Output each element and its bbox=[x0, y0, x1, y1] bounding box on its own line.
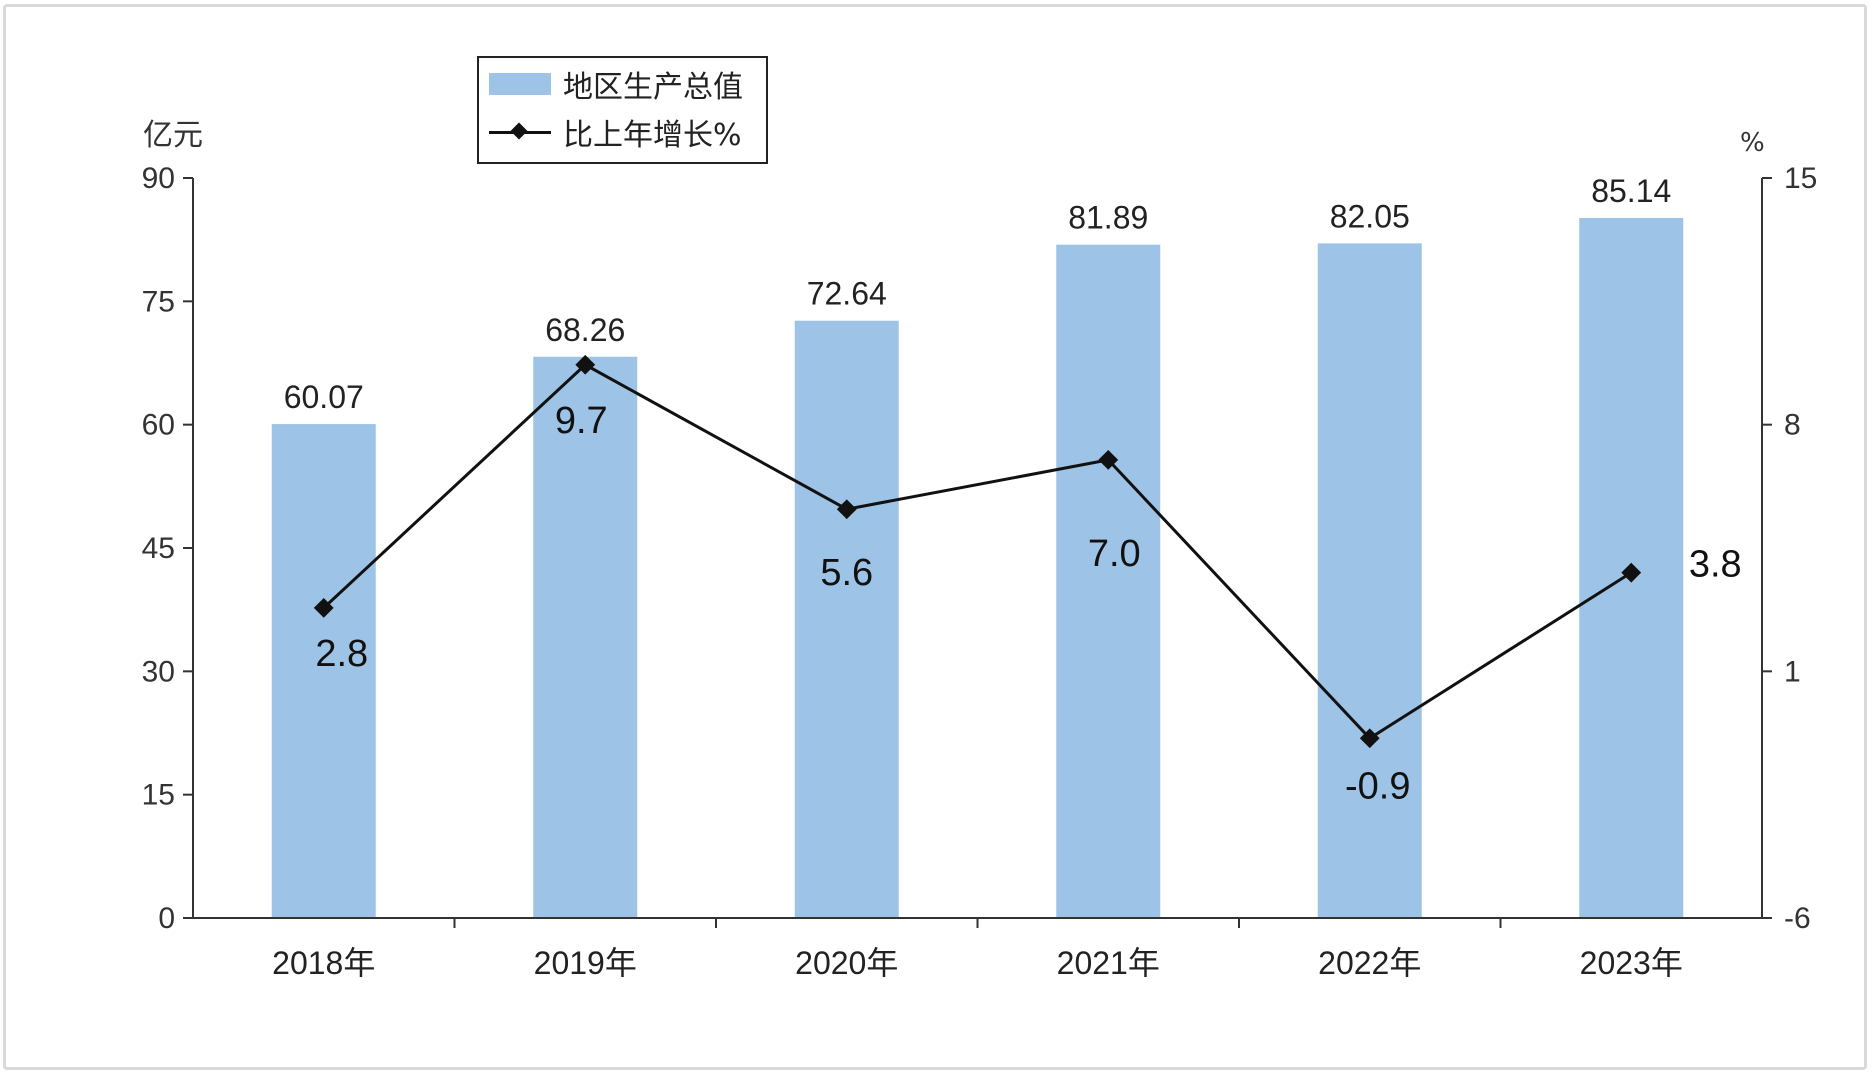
x-tick-label-2018年: 2018年 bbox=[272, 945, 375, 981]
y-left-tick-label: 75 bbox=[142, 285, 175, 318]
bar-value-label: 60.07 bbox=[284, 379, 364, 415]
growth-point-2018年 bbox=[313, 598, 334, 618]
y-right-tick-label: 8 bbox=[1784, 409, 1801, 442]
legend: 地区生产总值 比上年增长% bbox=[477, 56, 768, 164]
y-right-tick-label: 15 bbox=[1784, 162, 1817, 195]
y-left-tick-label: 90 bbox=[142, 162, 175, 195]
bar-value-label: 81.89 bbox=[1068, 200, 1148, 236]
legend-label-gdp: 地区生产总值 bbox=[563, 70, 743, 105]
bar-value-label: 68.26 bbox=[545, 312, 625, 348]
legend-line-swatch bbox=[489, 121, 551, 143]
chart-border bbox=[3, 4, 1867, 1070]
x-tick-label-2021年: 2021年 bbox=[1057, 945, 1160, 981]
legend-item-bar: 地区生产总值 bbox=[489, 64, 743, 105]
bar-2020年 bbox=[794, 320, 899, 918]
x-tick-label-2023年: 2023年 bbox=[1580, 945, 1683, 981]
legend-item-line: 比上年增长% bbox=[489, 112, 742, 153]
x-tick-label-2022年: 2022年 bbox=[1318, 945, 1421, 981]
growth-value-label: 7.0 bbox=[1088, 533, 1141, 575]
y-left-tick-label: 30 bbox=[142, 655, 175, 688]
bar-value-label: 82.05 bbox=[1330, 198, 1410, 234]
bar-2022年 bbox=[1317, 243, 1422, 918]
y-right-tick-label: -6 bbox=[1784, 902, 1811, 935]
bar-2021年 bbox=[1056, 244, 1161, 918]
growth-line bbox=[322, 362, 1633, 741]
bar-2019年 bbox=[533, 356, 638, 918]
bar-value-label: 72.64 bbox=[807, 276, 887, 312]
y-right-unit-label: % bbox=[1740, 128, 1765, 158]
growth-point-2021年 bbox=[1098, 450, 1119, 470]
growth-point-2022年 bbox=[1359, 728, 1380, 749]
growth-point-2019年 bbox=[575, 354, 596, 375]
growth-value-label: -0.9 bbox=[1345, 765, 1410, 807]
bar-2018年 bbox=[271, 424, 376, 918]
legend-label-growth: 比上年增长% bbox=[563, 118, 742, 153]
growth-value-label: 9.7 bbox=[555, 400, 608, 442]
growth-value-label: 3.8 bbox=[1689, 544, 1742, 586]
y-left-unit-label: 亿元 bbox=[143, 118, 203, 153]
legend-bar-swatch bbox=[489, 73, 551, 95]
y-left-tick-label: 60 bbox=[142, 409, 175, 442]
y-right-tick-label: 1 bbox=[1784, 655, 1801, 688]
y-left-tick-label: 0 bbox=[158, 902, 175, 935]
growth-value-label: 2.8 bbox=[315, 633, 368, 675]
growth-value-label: 5.6 bbox=[820, 552, 873, 594]
growth-point-2023年 bbox=[1621, 562, 1642, 583]
x-tick-label-2020年: 2020年 bbox=[795, 945, 898, 981]
growth-point-2020年 bbox=[836, 499, 857, 520]
x-tick-label-2019年: 2019年 bbox=[534, 945, 637, 981]
y-left-tick-label: 15 bbox=[142, 779, 175, 812]
bar-value-label: 85.14 bbox=[1591, 173, 1671, 209]
y-left-tick-label: 45 bbox=[142, 532, 175, 565]
